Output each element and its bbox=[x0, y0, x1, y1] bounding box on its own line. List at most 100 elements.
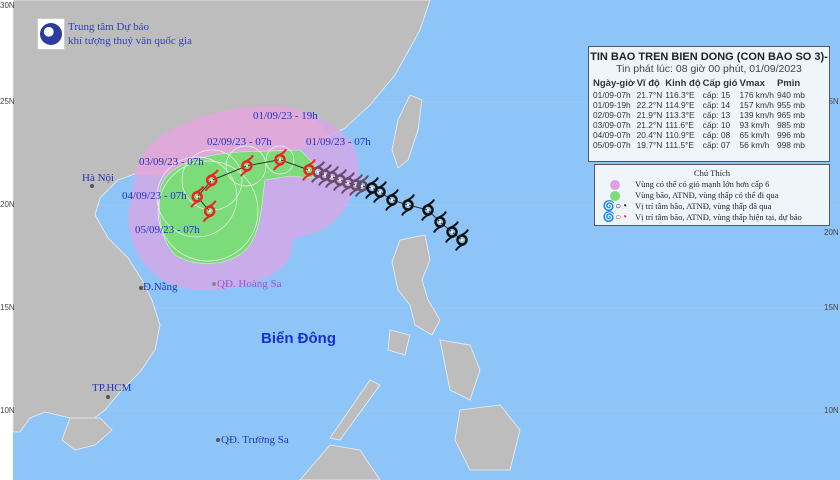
table-cell: cấp: 13 bbox=[702, 110, 731, 120]
table-row: 01/09-07h 21.7°N 116.3°E cấp: 15 176 km/h 940… bbox=[593, 90, 808, 100]
table-row: 03/09-07h 21.2°N 111.6°E cấp: 10 93 km/h 985 … bbox=[593, 120, 808, 130]
lat-tick: 30N bbox=[0, 1, 15, 10]
place-bien-dong: Biển Đông bbox=[261, 330, 336, 347]
bulletin-panel: TIN BAO TREN BIEN DONG (CON BAO SO 3)- T… bbox=[588, 46, 830, 162]
table-cell: 113.3°E bbox=[665, 110, 695, 120]
table-cell: cấp: 10 bbox=[702, 120, 731, 130]
red-storm-symbols-icon: 🌀○◔ bbox=[602, 211, 628, 223]
forecast-table: Ngày-giờ Vĩ độ Kinh độ Cấp gió Vmax Pmin 01/0… bbox=[593, 77, 808, 150]
past-storm-icon bbox=[433, 211, 447, 233]
legend-item: 🌀○◔ Vị trí tâm bão, ATNĐ, vùng thấp đã qu… bbox=[595, 201, 829, 212]
past-storm-icon bbox=[318, 164, 332, 186]
black-storm-symbols-icon: 🌀○◔ bbox=[602, 200, 628, 212]
luzon bbox=[391, 234, 441, 336]
agency-line2: khí tượng thuỷ văn quốc gia bbox=[68, 35, 192, 47]
place-truongsa: QĐ. Trường Sa bbox=[221, 434, 289, 446]
forecast-storm-icon bbox=[190, 185, 205, 208]
borneo bbox=[299, 444, 381, 480]
bulletin-issued: Tin phát lúc: 08 giờ 00 phút, 01/09/2023 bbox=[616, 63, 802, 75]
legend-panel: Chú Thích Vùng có thể có gió mạnh lớn hơ… bbox=[594, 164, 830, 226]
track-label: 01/09/23 - 19h bbox=[253, 110, 318, 122]
table-cell: 93 km/h bbox=[739, 120, 770, 130]
table-cell: 955 mb bbox=[776, 100, 805, 110]
table-row: 05/09-07h 19.7°N 111.5°E cấp: 07 56 km/h 998 … bbox=[593, 140, 808, 150]
lat-tick: 20N bbox=[0, 200, 15, 209]
table-cell: 110.9°E bbox=[665, 130, 695, 140]
past-storm-icon bbox=[385, 189, 399, 211]
green-dot-icon bbox=[610, 190, 620, 201]
lat-tick-right: 15N bbox=[824, 303, 839, 312]
past-storm-icon bbox=[355, 175, 369, 197]
forecast-storm-icon bbox=[239, 154, 254, 177]
table-cell: 01/09-07h bbox=[593, 90, 631, 100]
column-header: Ngày-giờ bbox=[593, 78, 635, 89]
column-header: Vĩ độ bbox=[636, 78, 660, 89]
table-cell: 56 km/h bbox=[739, 140, 770, 150]
palawan bbox=[329, 379, 381, 441]
forecast-storm-icon bbox=[202, 200, 217, 223]
table-row: 02/09-07h 21.9°N 113.3°E cấp: 13 139 km/h 965… bbox=[593, 110, 808, 120]
lat-tick: 25N bbox=[0, 97, 15, 106]
forecast-storm-icon bbox=[273, 148, 287, 171]
table-cell: 02/09-07h bbox=[593, 110, 631, 120]
agency-line1: Trung tâm Dự báo bbox=[68, 21, 150, 33]
past-storm-icon bbox=[445, 221, 459, 243]
place-hcm: TP.HCM bbox=[92, 382, 132, 394]
past-storm-icon bbox=[349, 174, 363, 196]
forecast-storm-icon bbox=[302, 159, 316, 181]
lat-tick-right: 25N bbox=[824, 97, 839, 106]
table-cell: 965 mb bbox=[776, 110, 805, 120]
track-label: 04/09/23 - 07h bbox=[122, 190, 187, 202]
track-label: 05/09/23 - 07h bbox=[135, 224, 200, 236]
pink-dot-icon bbox=[610, 179, 620, 190]
column-header: Cấp gió bbox=[702, 78, 738, 89]
legend-item: 🌀○◔ Vị trí tâm bão, ATNĐ, vùng thấp hiện … bbox=[595, 212, 829, 223]
past-track bbox=[311, 161, 469, 251]
table-cell: cấp: 07 bbox=[702, 140, 731, 150]
storm-zone bbox=[159, 149, 319, 265]
table-cell: 01/09-19h bbox=[593, 100, 631, 110]
table-cell: 111.6°E bbox=[665, 120, 694, 130]
table-cell: 04/09-07h bbox=[593, 130, 631, 140]
column-header: Vmax bbox=[739, 78, 765, 89]
table-cell: cấp: 14 bbox=[702, 100, 731, 110]
lat-tick: 10N bbox=[0, 406, 15, 415]
forecast-storm-icon bbox=[204, 169, 219, 192]
table-cell: 20.4°N bbox=[636, 130, 663, 140]
table-cell: 985 mb bbox=[776, 120, 805, 130]
track-label: 03/09/23 - 07h bbox=[139, 156, 204, 168]
table-cell: cấp: 08 bbox=[702, 130, 731, 140]
past-storm-icon bbox=[373, 181, 387, 203]
table-cell: 998 mb bbox=[776, 140, 805, 150]
table-cell: 21.2°N bbox=[636, 120, 663, 130]
table-cell: 21.7°N bbox=[636, 90, 663, 100]
uncertainty-circles bbox=[156, 145, 295, 262]
legend-item: Vùng bão, ATNĐ, vùng thấp có thể đi qua bbox=[595, 190, 829, 201]
place-hoangsa: QĐ. Hoàng Sa bbox=[217, 278, 282, 290]
table-cell: 996 mb bbox=[776, 130, 805, 140]
legend-title: Chú Thích bbox=[694, 168, 730, 178]
table-cell: cấp: 15 bbox=[702, 90, 731, 100]
place-danang: Đ.Nẵng bbox=[143, 281, 178, 293]
place-hanoi: Hà Nội bbox=[82, 172, 115, 184]
forecast-track bbox=[190, 148, 316, 223]
past-storm-icon bbox=[401, 194, 415, 216]
table-cell: 19.7°N bbox=[636, 140, 663, 150]
past-storm-icon bbox=[421, 199, 435, 221]
table-row: 01/09-19h 22.2°N 114.9°E cấp: 14 157 km/h 955… bbox=[593, 100, 808, 110]
nchmf-emblem bbox=[37, 18, 65, 50]
table-row: 04/09-07h 20.4°N 110.9°E cấp: 08 65 km/h 996 … bbox=[593, 130, 808, 140]
table-cell: 21.9°N bbox=[636, 110, 663, 120]
table-cell: 22.2°N bbox=[636, 100, 663, 110]
visayas bbox=[439, 339, 481, 401]
track-label: 01/09/23 - 07h bbox=[306, 136, 371, 148]
table-cell: 116.3°E bbox=[665, 90, 695, 100]
table-cell: 940 mb bbox=[776, 90, 805, 100]
mindoro bbox=[387, 329, 411, 356]
track-label: 02/09/23 - 07h bbox=[207, 136, 272, 148]
table-cell: 65 km/h bbox=[739, 130, 770, 140]
table-cell: 176 km/h bbox=[739, 90, 774, 100]
past-storm-icon bbox=[333, 169, 347, 191]
table-cell: 139 km/h bbox=[739, 110, 774, 120]
